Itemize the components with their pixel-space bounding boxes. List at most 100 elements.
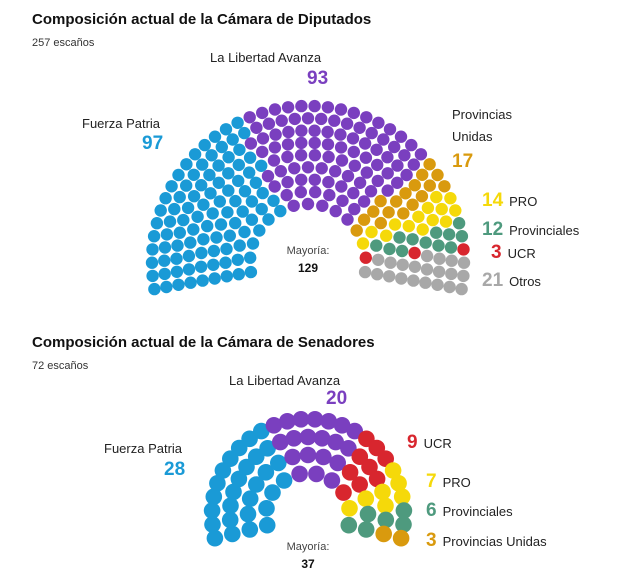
senadores-seat-la-libertad-avanza [292, 411, 310, 428]
diputados-seat-fuerza-patria [213, 195, 226, 208]
diputados-seat-fuerza-patria [150, 217, 164, 230]
diputados-seat-provincias-unidas [367, 205, 380, 218]
diputados-seat-la-libertad-avanza [274, 165, 287, 178]
diputados-seat-provinciales [419, 236, 432, 249]
diputados-seat-fuerza-patria [146, 243, 159, 256]
diputados-seat-la-libertad-avanza [256, 145, 269, 159]
diputados-seat-la-libertad-avanza [334, 128, 347, 141]
diputados-seat-fuerza-patria [222, 151, 235, 164]
diputados-seat-fuerza-patria [201, 219, 214, 233]
diputados-seat-fuerza-patria [170, 252, 183, 265]
senadores-seat-la-libertad-avanza [299, 428, 317, 446]
diputados-seat-la-libertad-avanza [371, 174, 384, 188]
diputados-seat-la-libertad-avanza [328, 114, 341, 127]
diputados-seat-la-libertad-avanza [391, 176, 404, 189]
diputados-seat-fuerza-patria [163, 215, 177, 228]
diputados-seat-la-libertad-avanza [262, 117, 276, 130]
diputados-seat-fuerza-patria [198, 138, 211, 152]
diputados-seat-fuerza-patria [255, 159, 268, 172]
senadores-seat-fuerza-patria [230, 470, 248, 488]
diputados-seat-la-libertad-avanza [336, 194, 349, 207]
majority-label: Mayoría: [286, 245, 330, 257]
diputados-seat-la-libertad-avanza [348, 159, 361, 172]
legend-pro-s: 7 PRO [426, 471, 471, 493]
senadores-seat-la-libertad-avanza [346, 422, 364, 440]
diputados-seat-fuerza-patria [177, 213, 190, 227]
name: Otros [509, 274, 541, 289]
senadores-seat-ucr [351, 476, 369, 493]
diputados-seat-fuerza-patria [236, 205, 249, 218]
diputados-seat-provincias-unidas [423, 158, 436, 171]
name: Provinciales [509, 223, 580, 238]
diputados-seat-otros [431, 278, 444, 291]
senadores-seat-pro [341, 500, 358, 517]
diputados-seat-fuerza-patria [160, 228, 174, 241]
diputados-seat-fuerza-patria [207, 244, 221, 258]
diputados-seat-la-libertad-avanza [268, 141, 282, 154]
diputados-seat-fuerza-patria [170, 265, 184, 278]
diputados-seat-otros [457, 256, 471, 269]
diputados-seat-fuerza-patria [226, 133, 239, 146]
diputados-seat-provinciales [393, 231, 406, 244]
diputados-seat-pro [365, 225, 378, 239]
diputados-seat-la-libertad-avanza [364, 185, 378, 198]
diputados-seat-fuerza-patria [208, 272, 221, 285]
diputados-seat-fuerza-patria [246, 237, 260, 250]
diputados-seat-la-libertad-avanza [365, 126, 378, 140]
senadores-seat-pro [357, 490, 375, 508]
diputados-seat-fuerza-patria [233, 239, 246, 252]
diputados-seat-la-libertad-avanza [295, 173, 308, 186]
senadores-seat-pro [374, 483, 391, 501]
diputados-seat-pro [412, 210, 425, 223]
senadores-seat-la-libertad-avanza [285, 430, 303, 447]
senadores-seat-provincias-unidas [392, 529, 410, 547]
diputados-seat-provinciales [370, 239, 383, 252]
diputados-seat-fuerza-patria [182, 263, 196, 276]
diputados-seat-la-libertad-avanza [381, 167, 394, 180]
diputados-seat-fuerza-patria [222, 167, 235, 180]
diputados-seat-fuerza-patria [172, 168, 185, 182]
senadores-seat-la-libertad-avanza [313, 430, 331, 447]
diputados-seat-provincias-unidas [374, 194, 387, 208]
value-pu: 17 [452, 151, 474, 172]
diputados-seat-la-libertad-avanza [347, 145, 360, 159]
diputados-seat-la-libertad-avanza [281, 138, 295, 151]
diputados-seat-otros [371, 268, 384, 281]
diputados-seat-pro [449, 204, 462, 217]
senadores-seat-fuerza-patria [258, 516, 276, 534]
diputados-seat-la-libertad-avanza [281, 175, 294, 189]
senadores-seat-fuerza-patria [221, 511, 239, 529]
diputados-seat-la-libertad-avanza [334, 103, 348, 116]
senadores-seat-ucr [335, 484, 352, 501]
diputados-seat-la-libertad-avanza [388, 140, 401, 154]
name: Provincias Unidas [442, 534, 547, 549]
diputados-seat-fuerza-patria [220, 242, 233, 256]
senadores-seat-provinciales [340, 516, 358, 534]
diputados-seat-fuerza-patria [207, 258, 220, 271]
diputados-seat-pro [426, 213, 439, 227]
diputados-seat-fuerza-patria [159, 192, 172, 205]
diputados-seat-pro [421, 201, 435, 215]
senadores-seat-provinciales [359, 505, 377, 523]
diputados-seat-fuerza-patria [219, 123, 233, 136]
diputados-seat-fuerza-patria [212, 159, 225, 172]
diputados-seat-la-libertad-avanza [287, 199, 300, 212]
diputados-seat-ucr [408, 246, 421, 260]
diputados-seat-la-libertad-avanza [381, 184, 394, 197]
diputados-seat-ucr [359, 251, 372, 264]
diputados-seat-fuerza-patria [158, 241, 172, 254]
diputados-seat-otros [445, 254, 458, 267]
value: 3 [426, 530, 437, 551]
diputados-seat-la-libertad-avanza [250, 121, 263, 134]
diputados-seat-fuerza-patria [172, 278, 185, 291]
diputados-seat-la-libertad-avanza [281, 150, 294, 164]
diputados-seat-fuerza-patria [222, 184, 235, 197]
senadores-seat-fuerza-patria [241, 490, 259, 508]
diputados-seat-otros [457, 269, 470, 283]
diputados-seat-la-libertad-avanza [288, 112, 301, 126]
diputados-seat-provinciales [444, 241, 458, 254]
senadores-seat-ucr [341, 464, 359, 481]
senadores-seat-fuerza-patria [258, 500, 275, 517]
diputados-seat-la-libertad-avanza [359, 151, 373, 164]
diputados-seat-pro [356, 237, 370, 250]
